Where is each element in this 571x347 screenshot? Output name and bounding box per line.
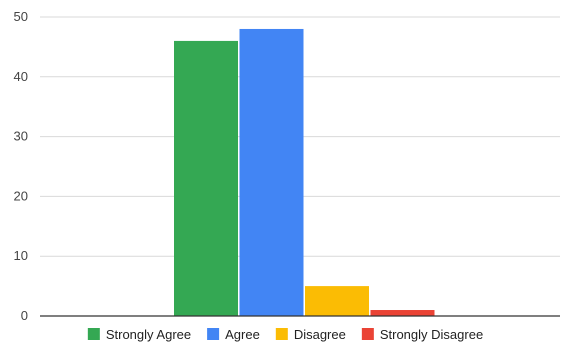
- y-axis-ticks: 0 10 20 30 40 50: [14, 9, 28, 323]
- legend-label-disagree: Disagree: [294, 327, 346, 342]
- legend-swatch-disagree: [275, 328, 288, 340]
- bar-agree: [239, 28, 304, 317]
- y-tick-label-50: 50: [14, 9, 28, 24]
- bars: [174, 28, 435, 317]
- legend-swatch-agree: [207, 328, 220, 340]
- y-tick-label-30: 30: [14, 129, 28, 144]
- y-tick-label-0: 0: [21, 308, 28, 323]
- bar-strongly-agree: [174, 40, 238, 317]
- bar-disagree: [305, 286, 369, 316]
- bar-strongly-disagree: [370, 310, 435, 316]
- legend: Strongly Agree Agree Disagree Strongly Disa…: [87, 327, 483, 342]
- y-tick-label-10: 10: [14, 248, 28, 263]
- legend-label-strongly-agree: Strongly Agree: [106, 327, 191, 342]
- y-tick-label-40: 40: [14, 69, 28, 84]
- legend-label-strongly-disagree: Strongly Disagree: [380, 327, 483, 342]
- legend-swatch-strongly-disagree: [361, 328, 374, 340]
- legend-swatch-strongly-agree: [87, 328, 100, 340]
- y-tick-label-20: 20: [14, 188, 28, 203]
- legend-label-agree: Agree: [225, 327, 260, 342]
